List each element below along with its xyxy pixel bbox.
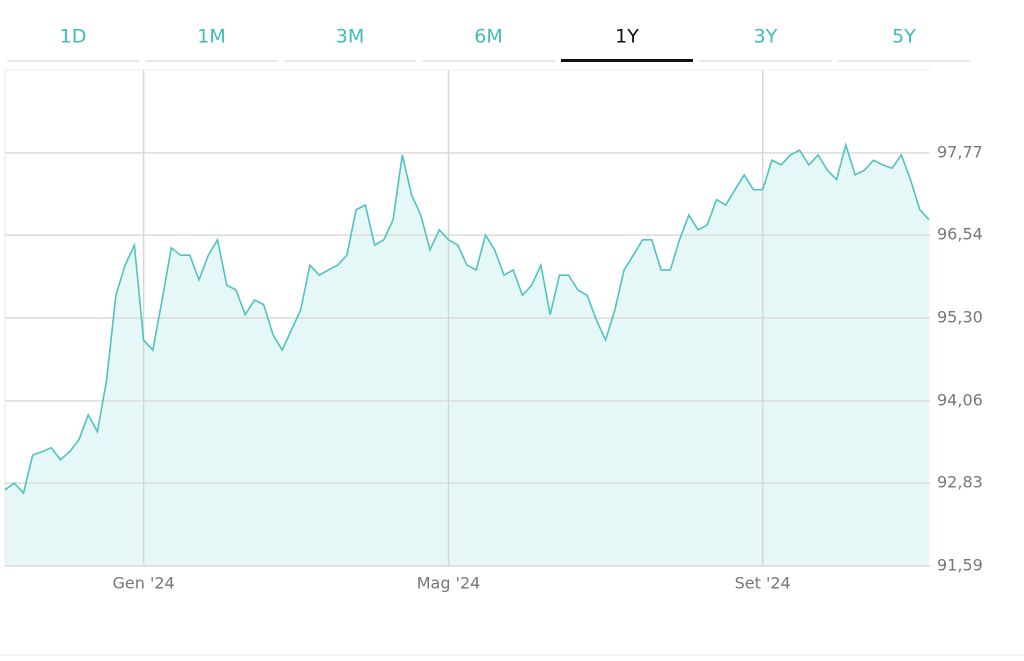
y-tick-label: 95,30: [937, 308, 983, 327]
x-tick-label: Gen '24: [112, 574, 174, 593]
tab-underline: [838, 60, 970, 62]
y-tick-label: 91,59: [937, 556, 983, 575]
x-tick-label: Set '24: [735, 574, 791, 593]
tab-underline: [699, 60, 832, 62]
y-tick-label: 97,77: [937, 142, 983, 161]
tab-underline: [422, 60, 555, 62]
y-tick-label: 94,06: [937, 390, 983, 409]
price-line: [4, 142, 930, 495]
tab-underline: [284, 60, 416, 62]
tab-underline: [145, 60, 278, 62]
tab-label[interactable]: 1Y: [615, 26, 639, 48]
y-tick-label: 96,54: [937, 225, 983, 244]
x-tick-label: Mag '24: [417, 574, 481, 593]
tab-label[interactable]: 1D: [60, 26, 87, 48]
tab-label[interactable]: 3M: [336, 26, 364, 48]
y-tick-label: 92,83: [937, 473, 983, 492]
area: [5, 144, 929, 566]
tab-label[interactable]: 1M: [197, 26, 225, 48]
tab-label[interactable]: 3Y: [754, 26, 778, 48]
tab-underline: [7, 60, 139, 62]
tab-label[interactable]: 5Y: [892, 26, 916, 48]
tab-underline: [561, 59, 693, 62]
tab-label[interactable]: 6M: [474, 26, 502, 48]
